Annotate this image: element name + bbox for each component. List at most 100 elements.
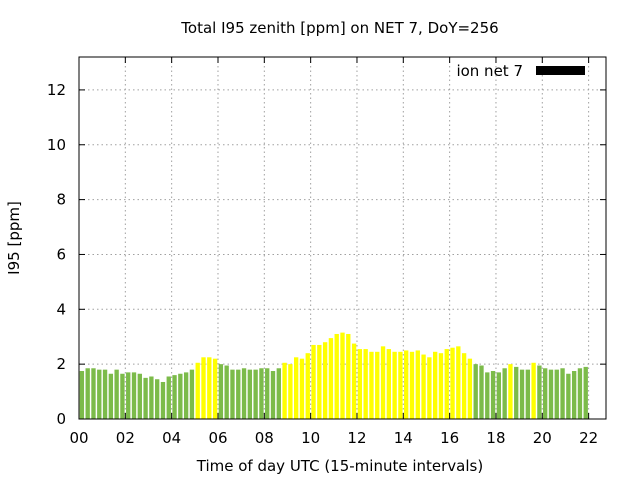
bar <box>583 366 588 419</box>
bar <box>201 357 206 419</box>
y-tick-label: 2 <box>56 355 66 373</box>
bar <box>514 366 519 419</box>
x-tick-label: 12 <box>347 429 366 447</box>
bar <box>571 371 577 419</box>
plot-border <box>78 56 607 420</box>
bar <box>432 351 438 419</box>
bar <box>450 347 455 419</box>
bar <box>525 369 530 419</box>
grid <box>79 57 606 419</box>
bar <box>305 353 310 419</box>
y-tick-label: 0 <box>56 410 66 428</box>
bar <box>328 338 334 419</box>
bar <box>155 379 160 419</box>
bar <box>207 357 212 419</box>
bar <box>172 375 177 419</box>
bar <box>108 373 114 419</box>
bar <box>224 365 229 419</box>
bar <box>392 351 397 419</box>
x-tick-label: 18 <box>486 429 505 447</box>
bar <box>386 349 391 419</box>
bar <box>479 365 484 419</box>
bar <box>577 368 583 419</box>
bar <box>126 372 131 419</box>
bar <box>317 344 322 419</box>
bar <box>375 351 380 419</box>
y-tick-label: 6 <box>56 245 66 263</box>
bar <box>91 368 96 419</box>
legend-swatch <box>536 66 585 75</box>
bar <box>265 368 270 419</box>
bar <box>369 351 374 419</box>
bar <box>230 369 235 419</box>
legend-label: ion net 7 <box>456 62 523 80</box>
bar <box>282 362 287 419</box>
bar <box>363 349 368 419</box>
bar <box>519 369 525 419</box>
bar <box>566 373 571 419</box>
bar <box>241 368 247 419</box>
bar <box>554 369 559 419</box>
bar <box>195 362 200 419</box>
bar <box>137 373 142 419</box>
bar <box>334 333 339 419</box>
y-tick-label: 12 <box>47 81 66 99</box>
bar <box>537 365 542 419</box>
bar <box>421 354 426 419</box>
y-axis-label: I95 [ppm] <box>5 201 23 275</box>
bar <box>340 332 345 419</box>
bar <box>189 369 195 419</box>
x-tick-label: 22 <box>579 429 598 447</box>
x-tick-label: 08 <box>255 429 274 447</box>
bar <box>79 371 85 419</box>
bar <box>102 369 108 419</box>
bar <box>548 369 554 419</box>
bars <box>79 332 588 419</box>
bar <box>357 349 363 419</box>
x-tick-label: 06 <box>208 429 227 447</box>
x-tick-label: 14 <box>394 429 413 447</box>
bar <box>259 368 264 419</box>
bar <box>247 369 253 419</box>
y-tick-label: 4 <box>56 300 66 318</box>
bar <box>149 376 154 419</box>
bar <box>143 377 148 419</box>
bar <box>485 372 490 419</box>
bar <box>444 349 449 419</box>
ticks <box>78 57 606 420</box>
x-tick-label: 00 <box>69 429 88 447</box>
bar <box>415 350 420 419</box>
bar <box>311 344 316 419</box>
bar <box>473 364 478 419</box>
x-axis-label: Time of day UTC (15-minute intervals) <box>196 457 483 475</box>
bar <box>427 357 432 419</box>
bar <box>322 342 328 419</box>
bar <box>218 364 224 419</box>
bar <box>398 351 403 419</box>
x-tick-label: 02 <box>116 429 135 447</box>
bar <box>276 368 281 419</box>
bar <box>456 346 461 419</box>
x-tick-label: 16 <box>440 429 459 447</box>
bar <box>461 353 467 419</box>
bar <box>404 350 409 419</box>
chart-title: Total I95 zenith [ppm] on NET 7, DoY=256 <box>180 19 498 37</box>
x-tick-label: 10 <box>301 429 320 447</box>
bar <box>160 381 166 419</box>
bar <box>346 333 351 419</box>
bar <box>496 372 502 419</box>
x-tick-label: 20 <box>533 429 552 447</box>
legend: ion net 7 <box>456 62 585 80</box>
bar <box>438 353 444 419</box>
bar <box>299 358 305 419</box>
y-tick-label: 8 <box>56 191 66 209</box>
bar <box>294 357 299 419</box>
bar <box>212 358 218 419</box>
bar <box>467 358 473 419</box>
bar <box>270 371 276 419</box>
bar <box>120 373 125 419</box>
bar <box>351 343 357 419</box>
bar <box>253 369 258 419</box>
